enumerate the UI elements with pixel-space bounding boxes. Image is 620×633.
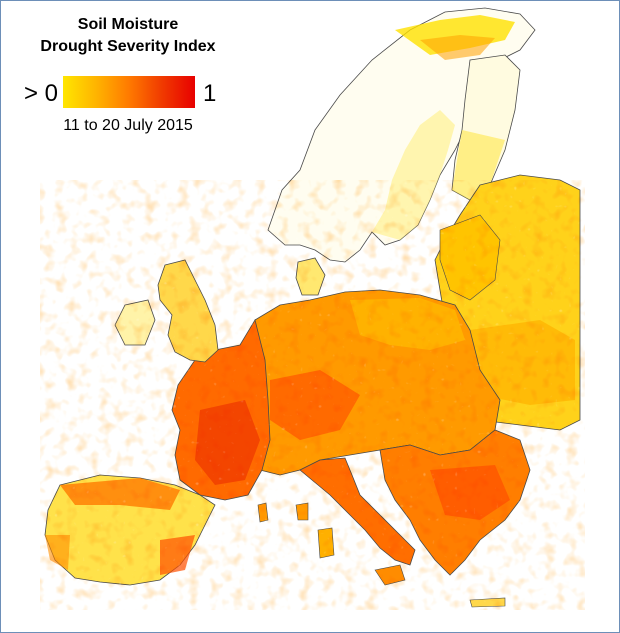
legend-title-line2: Drought Severity Index bbox=[40, 38, 216, 55]
legend-low-label: > 0 bbox=[24, 80, 59, 107]
legend-high-label: 1 bbox=[203, 80, 217, 107]
legend-color-ramp bbox=[63, 76, 195, 108]
legend-period: 11 to 20 July 2015 bbox=[63, 117, 193, 134]
legend-title: Soil Moisture Drought Severity Index bbox=[18, 14, 238, 58]
legend-title-line1: Soil Moisture bbox=[77, 16, 179, 33]
